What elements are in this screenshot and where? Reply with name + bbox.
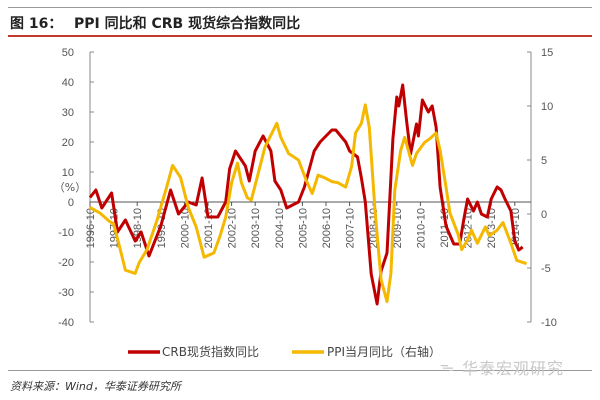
wechat-icon: ᯓ: [440, 359, 454, 375]
legend-label: CRB现货指数同比: [162, 344, 259, 359]
left-tick-label: -10: [58, 227, 74, 239]
top-rule: [8, 7, 592, 8]
x-tick-label: 2006-10: [321, 208, 333, 248]
x-tick-label: 2013-10: [486, 208, 498, 248]
left-tick-label: 30: [62, 107, 74, 119]
left-tick-label: 50: [62, 47, 74, 59]
x-tick-label: 2011-10: [439, 208, 451, 248]
left-tick-label: 10: [62, 167, 74, 179]
x-tick-label: 2005-10: [297, 208, 309, 248]
x-tick-label: 2002-10: [227, 208, 239, 248]
left-tick-label: -20: [58, 257, 74, 269]
y-axis-label: （%）: [54, 181, 86, 194]
left-tick-label: 0: [68, 197, 74, 209]
left-tick-label: 40: [62, 77, 74, 89]
figure-label: 图 16：: [10, 16, 63, 32]
left-tick-label: 20: [62, 137, 74, 149]
legend-label: PPI当月同比（右轴）: [327, 344, 441, 359]
x-tick-label: 1998-10: [132, 208, 144, 248]
x-tick-label: 2003-10: [250, 208, 262, 248]
watermark: 华泰宏观研究: [462, 359, 565, 378]
right-tick-label: 5: [541, 155, 547, 167]
x-tick-label: 2007-10: [345, 208, 357, 248]
title-text: PPI 同比和 CRB 现货综合指数同比: [74, 16, 301, 32]
right-tick-label: -5: [541, 263, 551, 275]
crb-series-line: [88, 83, 524, 306]
bottom-rule: [8, 370, 592, 371]
x-tick-label: 2012-10: [463, 208, 475, 248]
right-tick-label: 0: [541, 209, 547, 221]
source-note: 资料来源：Wind，华泰证券研究所: [10, 380, 181, 393]
left-tick-label: -40: [58, 317, 74, 329]
x-tick-label: 2010-10: [415, 208, 427, 248]
left-tick-label: -30: [58, 287, 74, 299]
right-tick-label: 15: [541, 47, 553, 59]
ppi-series-line: [89, 103, 528, 303]
title-rule: [8, 35, 592, 37]
right-tick-label: -10: [541, 317, 557, 329]
right-tick-label: 10: [541, 101, 553, 113]
x-tick-label: 2000-10: [179, 208, 191, 248]
x-tick-label: 2004-10: [274, 208, 286, 248]
chart-title: 图 16： PPI 同比和 CRB 现货综合指数同比: [10, 13, 300, 33]
x-tick-label: 1996-10: [85, 208, 97, 248]
